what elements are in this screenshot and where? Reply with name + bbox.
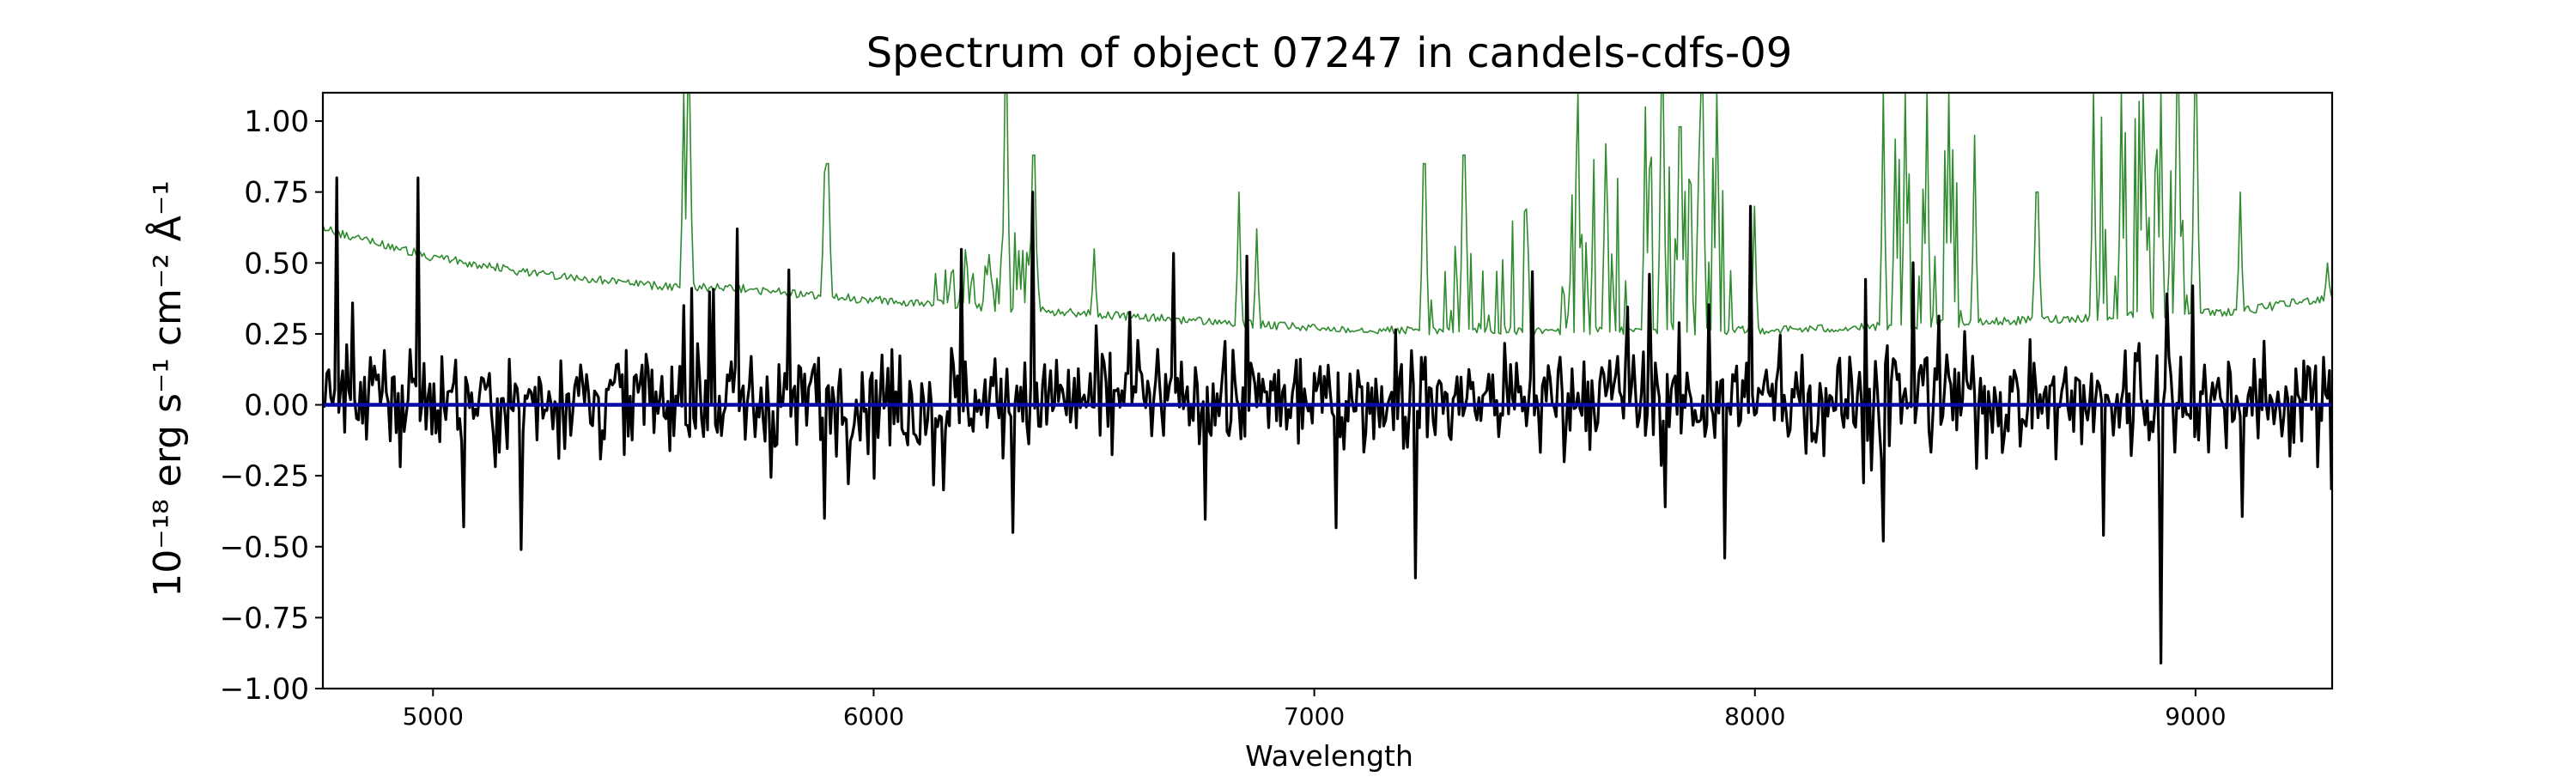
y-tick-label: 0.25 bbox=[244, 318, 309, 352]
x-tick-label: 7000 bbox=[1284, 702, 1345, 731]
chart-title: Spectrum of object 07247 in candels-cdfs… bbox=[866, 29, 1793, 77]
y-tick-label: 1.00 bbox=[244, 105, 309, 139]
x-axis-label: Wavelength bbox=[1245, 739, 1413, 773]
x-tick-label: 9000 bbox=[2165, 702, 2226, 731]
y-tick-label: −1.00 bbox=[220, 672, 309, 707]
y-tick-label: −0.25 bbox=[220, 459, 309, 494]
flux-series-line bbox=[323, 176, 2332, 665]
x-tick-label: 8000 bbox=[1724, 702, 1785, 731]
y-tick-label: −0.75 bbox=[220, 601, 309, 635]
x-tick-label: 6000 bbox=[843, 702, 904, 731]
x-tick-label: 5000 bbox=[403, 702, 464, 731]
y-axis-label: 10⁻¹⁸ erg s⁻¹ cm⁻² Å⁻¹ bbox=[144, 180, 190, 597]
plot-area bbox=[323, 93, 2332, 665]
y-tick-label: 0.75 bbox=[244, 176, 309, 210]
plot-frame bbox=[321, 91, 2334, 690]
y-tick-label: −0.50 bbox=[220, 531, 309, 565]
noise-series-line bbox=[323, 93, 2332, 336]
y-tick-label: 0.00 bbox=[244, 389, 309, 423]
y-tick-label: 0.50 bbox=[244, 246, 309, 281]
